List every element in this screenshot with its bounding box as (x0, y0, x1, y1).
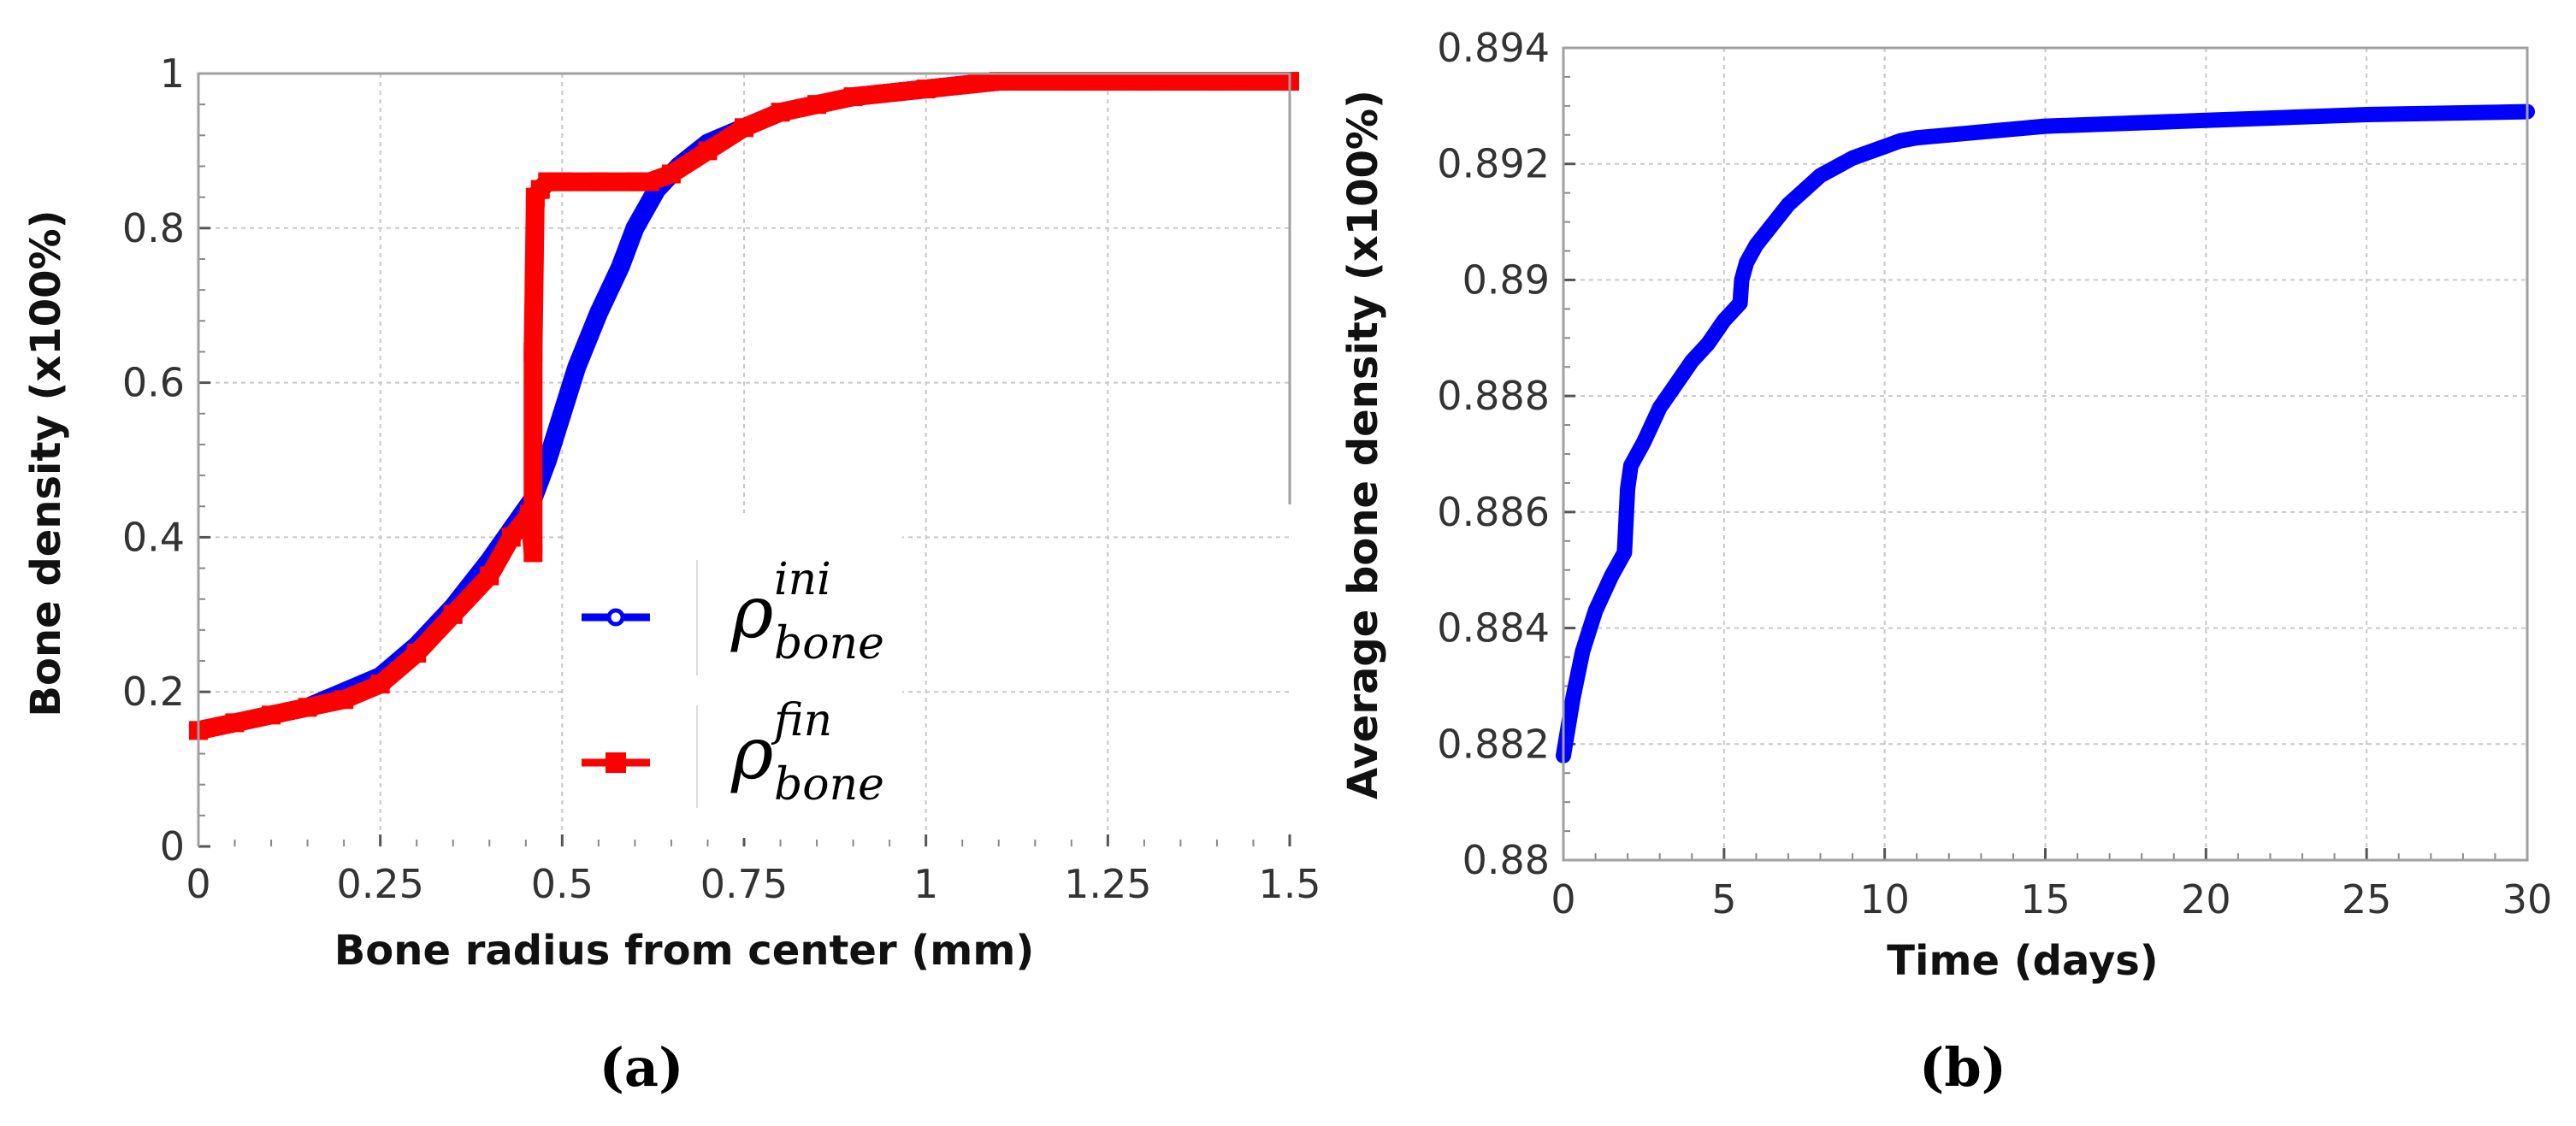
chart-a-point (661, 164, 681, 184)
chart-a-point (523, 342, 543, 362)
chart-a-ytick-label: 0.2 (122, 669, 185, 715)
chart-a-point (807, 95, 827, 115)
chart-b-ytick-label: 0.886 (1437, 489, 1550, 535)
chart-b-ytick-label: 0.882 (1437, 721, 1550, 767)
panel-a-label: (a) (600, 1036, 684, 1099)
chart-a-point (262, 705, 281, 725)
chart-a-ytick-label: 0.6 (122, 360, 185, 406)
chart-a-point (298, 698, 317, 717)
chart-a-point (989, 72, 1008, 91)
chart-b-ytick-label: 0.88 (1462, 837, 1550, 883)
chart-b-series-line (1556, 103, 2535, 763)
chart-b-xtick-label: 20 (2181, 876, 2231, 923)
chart-a-point (1134, 72, 1154, 91)
chart-a-point (771, 103, 790, 122)
legend-ini-subscript: bone (774, 618, 884, 669)
chart-b-ytick-label: 0.89 (1462, 256, 1550, 303)
chart-b-xtick-label: 25 (2342, 876, 2392, 923)
legend-fin-superscript: fin (771, 695, 832, 746)
legend-fin-symbol: ρ (730, 711, 773, 795)
chart-a-point (589, 304, 607, 322)
chart-a-xlabel: Bone radius from center (mm) (334, 927, 1035, 975)
chart-b-ytick-label: 0.892 (1437, 141, 1550, 187)
chart-b-xtick-label: 15 (2020, 876, 2071, 923)
chart-a-legend: ρ ini bone ρ fin bone (582, 554, 884, 811)
chart-a-xtick-label: 1.5 (1258, 861, 1320, 907)
chart-a-xtick-label: 0.75 (700, 861, 788, 907)
chart-a-point (520, 504, 540, 524)
chart-a-point (334, 690, 354, 710)
chart-a-ytick-label: 0.8 (122, 205, 185, 251)
legend-fin-marker (606, 752, 626, 773)
chart-a-point (626, 219, 644, 237)
chart-a-point (612, 258, 629, 275)
chart-a-point (568, 358, 586, 376)
chart-a-ytick-label: 0.4 (122, 514, 185, 560)
chart-b-xtick-label: 30 (2502, 876, 2553, 923)
chart-b-xtick-label: 5 (1711, 876, 1736, 923)
chart-a-point (588, 172, 608, 192)
chart-a-point (553, 404, 571, 422)
chart-a-xtick-label: 1 (913, 861, 938, 907)
chart-a-xtick-label: 0 (186, 861, 210, 907)
chart-a-point (539, 451, 557, 469)
chart-a-ytick-label: 0 (160, 823, 185, 870)
chart-a-xtick-label: 0.25 (336, 861, 423, 907)
chart-a-point (225, 713, 245, 733)
chart-b-ticks: 0 5 10 15 20 25 30 0.88 0.882 0.884 0.886 0.888 0.89… (1437, 25, 2552, 923)
chart-a-legend-box (564, 513, 902, 838)
chart-a-xtick-label: 0.5 (531, 861, 594, 907)
chart-a-point (538, 172, 558, 192)
chart-a-point (1207, 72, 1226, 91)
chart-a-point (552, 172, 572, 192)
chart-a-point (698, 141, 718, 161)
chart-a-ylabel: Bone density (x100%) (22, 209, 70, 716)
chart-b-xtick-label: 10 (1859, 876, 1910, 923)
chart-a-point (625, 172, 645, 192)
legend-fin-subscript: bone (774, 759, 884, 811)
chart-a-xtick-label: 1.25 (1064, 861, 1151, 907)
chart-a-point (407, 644, 427, 663)
chart-b-xlabel: Time (days) (1887, 937, 2158, 985)
chart-a-point (443, 604, 463, 624)
chart-b-series (1556, 103, 2535, 763)
legend-ini-superscript: ini (774, 554, 831, 605)
chart-b-frame (1562, 46, 2529, 862)
chart-a-point (501, 528, 521, 547)
chart-b-ylabel: Average bone density (x100%) (1339, 90, 1387, 799)
chart-b-grid (1563, 48, 2527, 860)
chart-b-ytick-label: 0.884 (1437, 605, 1550, 651)
chart-a-series (189, 72, 1299, 740)
chart-a-point (1061, 72, 1081, 91)
panel-b-label: (b) (1919, 1036, 2006, 1099)
chart-a-ytick-label: 1 (160, 50, 185, 97)
chart-b: 0 5 10 15 20 25 30 0.88 0.882 0.884 0.886 0.888 0.89… (1339, 25, 2552, 1099)
chart-a-frame (197, 72, 1291, 846)
chart-b-ytick-label: 0.894 (1437, 25, 1550, 71)
chart-a-point (735, 118, 753, 138)
chart-b-xtick-label: 0 (1551, 876, 1575, 923)
chart-a-point (370, 675, 390, 694)
chart-a-point (523, 543, 543, 563)
chart-a-ticks: 0 0.25 0.5 0.75 1 1.25 1.5 0 0.2 0.4 0.6 0.8 1 (122, 50, 1321, 907)
chart-b-ytick-label: 0.888 (1437, 373, 1550, 419)
chart-a-point (843, 87, 863, 107)
chart-a-point (640, 172, 659, 192)
legend-ini-marker (606, 608, 625, 627)
legend-ini-symbol: ρ (730, 570, 773, 654)
chart-a-point (480, 566, 499, 586)
chart-a: 0 0.25 0.5 0.75 1 1.25 1.5 0 0.2 0.4 0.6 0.8 1 ρ ini… (22, 50, 1321, 1099)
chart-a-point (916, 80, 936, 99)
